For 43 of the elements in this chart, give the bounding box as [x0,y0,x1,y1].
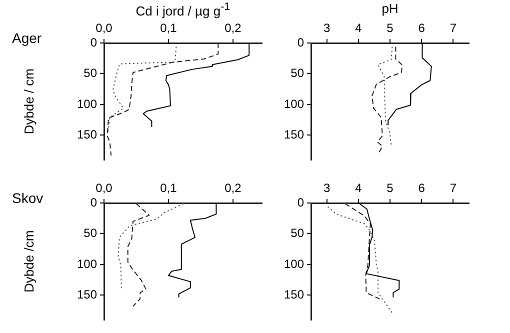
x-tick-label: 7 [450,181,457,196]
y-tick-label: 150 [284,128,304,142]
x-axis-title: Cd i jord / µg g$^{-1}$ [134,1,232,18]
x-tick-label: 7 [450,21,457,36]
x-tick-label: 0,0 [96,21,113,36]
y-tick-label: 0 [297,195,304,210]
y-tick-label: 100 [284,256,304,271]
line-series [118,203,184,290]
line-series [377,46,393,146]
y-tick-label: 50 [84,66,98,80]
y-axis-title: Dybde /cm [21,230,36,292]
y-tick-label: 100 [76,96,98,111]
y-tick-label: 0 [297,35,304,50]
y-tick-label: 100 [284,96,304,111]
x-tick-label: 4 [355,181,362,196]
x-tick-label: 0,1 [160,21,178,36]
y-tick-label: 50 [84,226,98,240]
x-tick-label: 4 [355,21,362,36]
y-tick-label: 0 [90,35,98,50]
y-axis-title: Dybde / cm [21,68,36,134]
line-series [327,206,394,315]
text: Ager [12,30,42,46]
y-tick-label: 50 [290,66,304,80]
text: Skov [12,190,44,206]
y-tick-label: 0 [90,195,98,210]
y-tick-label: 150 [76,128,98,142]
y-tick-label: 150 [284,288,304,302]
x-tick-label: 0,2 [224,181,242,196]
y-tick-label: 150 [76,288,98,302]
x-tick-label: 0,2 [224,21,242,36]
x-tick-label: 3 [323,181,330,196]
y-tick-label: 100 [76,256,98,271]
y-tick-label: 50 [290,226,304,240]
line-series [107,46,177,134]
x-tick-label: 6 [418,21,426,36]
x-tick-label: 0,0 [96,181,113,196]
x-tick-label: 5 [386,21,394,36]
x-axis-title: pH [380,1,400,16]
x-tick-label: 0,1 [160,181,178,196]
line-series [371,46,403,155]
x-tick-label: 5 [386,181,394,196]
x-tick-label: 3 [323,21,330,36]
x-tick-label: 6 [418,181,426,196]
